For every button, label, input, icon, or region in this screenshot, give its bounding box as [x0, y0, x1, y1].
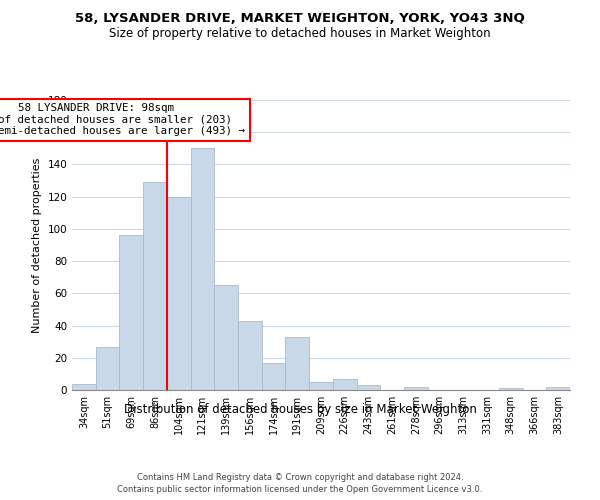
Text: Contains public sector information licensed under the Open Government Licence v3: Contains public sector information licen…: [118, 485, 482, 494]
Text: 58 LYSANDER DRIVE: 98sqm
← 29% of detached houses are smaller (203)
71% of semi-: 58 LYSANDER DRIVE: 98sqm ← 29% of detach…: [0, 103, 245, 136]
Text: Contains HM Land Registry data © Crown copyright and database right 2024.: Contains HM Land Registry data © Crown c…: [137, 472, 463, 482]
Bar: [404, 387, 428, 390]
Text: Size of property relative to detached houses in Market Weighton: Size of property relative to detached ho…: [109, 28, 491, 40]
Bar: [286, 337, 309, 390]
Bar: [333, 378, 356, 390]
Bar: [238, 320, 262, 390]
Bar: [546, 387, 570, 390]
Bar: [262, 362, 286, 390]
Bar: [119, 236, 143, 390]
Y-axis label: Number of detached properties: Number of detached properties: [32, 158, 42, 332]
Bar: [167, 196, 191, 390]
Bar: [214, 286, 238, 390]
Bar: [72, 384, 96, 390]
Text: Distribution of detached houses by size in Market Weighton: Distribution of detached houses by size …: [124, 402, 476, 415]
Bar: [499, 388, 523, 390]
Bar: [143, 182, 167, 390]
Bar: [309, 382, 333, 390]
Text: 58, LYSANDER DRIVE, MARKET WEIGHTON, YORK, YO43 3NQ: 58, LYSANDER DRIVE, MARKET WEIGHTON, YOR…: [75, 12, 525, 26]
Bar: [96, 346, 119, 390]
Bar: [356, 385, 380, 390]
Bar: [191, 148, 214, 390]
